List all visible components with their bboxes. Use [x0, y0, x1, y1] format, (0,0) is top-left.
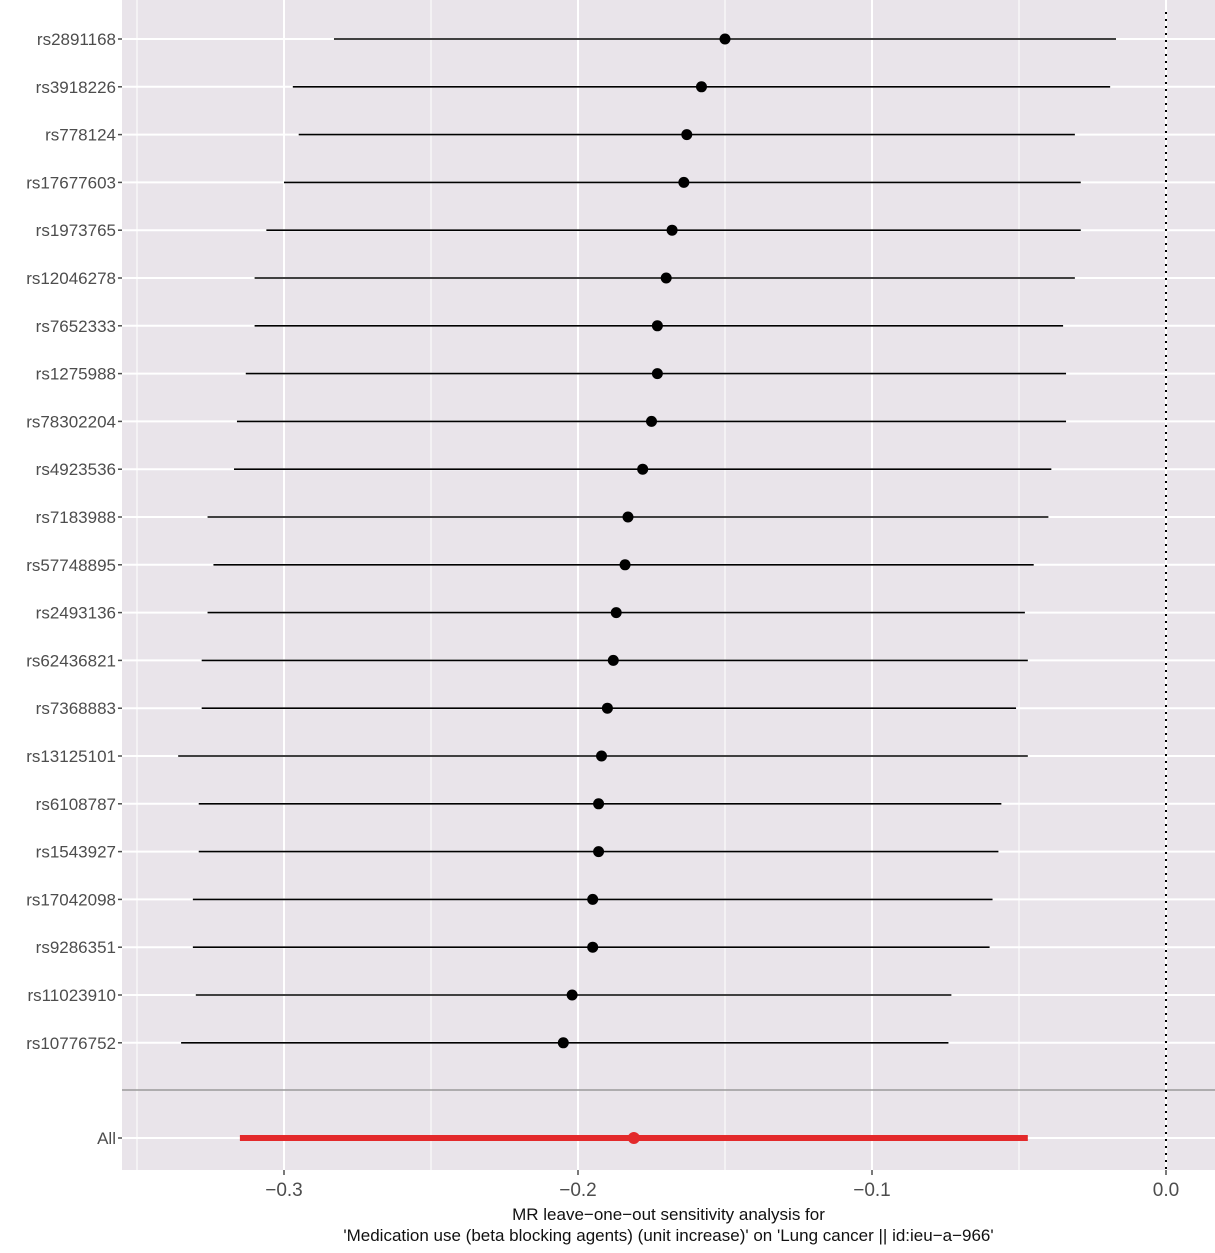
y-tick-label: rs57748895 [26, 556, 116, 575]
y-tick-label: rs9286351 [36, 938, 116, 957]
y-tick-label: rs17042098 [26, 890, 116, 909]
estimate-point-all [627, 1132, 640, 1144]
estimate-point-rs3918226 [695, 81, 707, 93]
estimate-point-rs78302204 [646, 415, 657, 427]
estimate-point-rs9286351 [587, 941, 599, 953]
y-tick-label: rs11023910 [27, 986, 116, 1005]
estimate-point-rs778124 [681, 129, 693, 141]
estimate-point-rs7652333 [651, 320, 663, 332]
y-tick-label: rs6108787 [36, 795, 116, 814]
estimate-point-rs7368883 [601, 702, 613, 714]
x-tick-label: 0.0 [1153, 1180, 1179, 1201]
estimate-point-rs62436821 [607, 654, 619, 666]
estimate-point-rs12046278 [660, 272, 672, 284]
y-tick-label: rs62436821 [26, 651, 116, 670]
estimate-point-rs1973765 [666, 224, 678, 236]
estimate-point-rs7183988 [622, 511, 634, 523]
y-tick-label: rs10776752 [26, 1034, 116, 1053]
y-tick-label: rs12046278 [26, 269, 116, 288]
y-tick-label-all: All [97, 1129, 116, 1148]
x-tick-label: −0.2 [559, 1180, 597, 1201]
y-tick-label: rs17677603 [26, 173, 116, 192]
y-tick-label: rs13125101 [26, 747, 116, 766]
x-axis-title-line2: 'Medication use (beta blocking agents) (… [343, 1226, 994, 1245]
estimate-point-rs2493136 [610, 607, 622, 619]
y-tick-label: rs1275988 [36, 365, 116, 384]
estimate-point-rs4923536 [637, 463, 649, 475]
x-axis-title-line1: MR leave−one−out sensitivity analysis fo… [512, 1205, 825, 1224]
y-axis-labels: rs2891168 rs3918226 rs778124 rs17677603 rs19… [26, 30, 122, 1148]
estimate-point-rs10776752 [557, 1037, 569, 1049]
y-tick-label: rs7368883 [36, 699, 116, 718]
plot-panel [122, 0, 1215, 1170]
y-tick-label: rs7652333 [36, 317, 116, 336]
y-tick-label: rs4923536 [36, 460, 116, 479]
y-tick-label: rs2493136 [36, 604, 116, 623]
estimate-point-rs17677603 [678, 176, 690, 188]
x-tick-label: −0.1 [853, 1180, 891, 1201]
estimate-point-rs57748895 [619, 559, 631, 571]
estimate-point-rs11023910 [566, 989, 578, 1001]
estimate-point-rs13125101 [596, 750, 608, 762]
estimate-point-rs17042098 [587, 893, 599, 905]
y-tick-label: rs3918226 [36, 78, 116, 97]
y-tick-label: rs78302204 [26, 412, 116, 431]
estimate-point-rs1275988 [651, 368, 663, 380]
y-tick-label: rs778124 [45, 126, 116, 145]
x-axis-ticks: −0.3 −0.2 −0.1 0.0 [265, 1170, 1179, 1201]
y-tick-label: rs1973765 [36, 221, 116, 240]
x-tick-label: −0.3 [265, 1180, 303, 1201]
estimate-point-rs2891168 [719, 33, 731, 45]
estimate-point-rs6108787 [593, 798, 605, 810]
estimate-point-rs1543927 [593, 846, 605, 858]
y-tick-label: rs7183988 [36, 508, 116, 527]
y-tick-label: rs1543927 [36, 843, 116, 862]
estimates [178, 33, 1117, 1144]
y-tick-label: rs2891168 [37, 30, 116, 49]
